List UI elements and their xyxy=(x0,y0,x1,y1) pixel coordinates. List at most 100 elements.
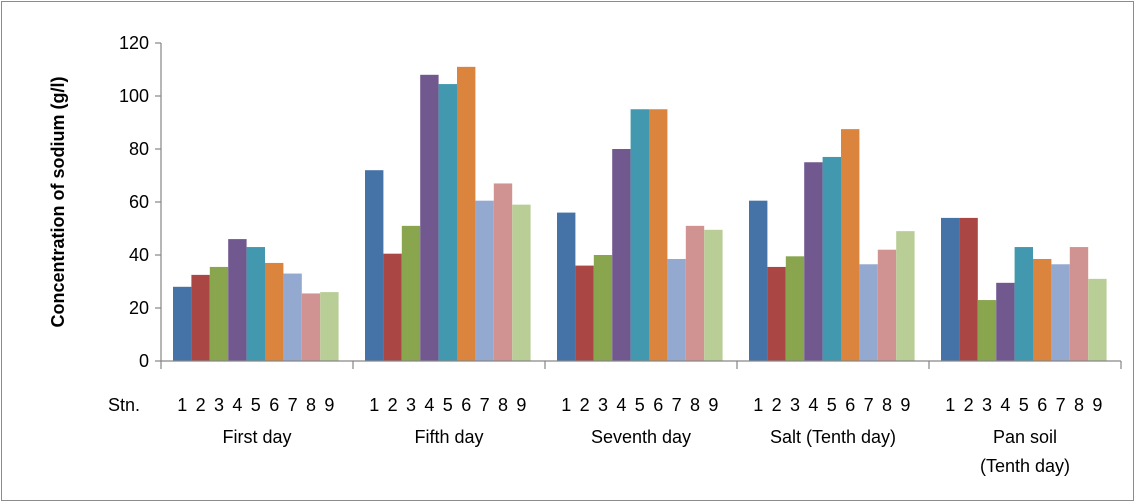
bar-2-stn-9 xyxy=(512,204,531,361)
bar-2-stn-3 xyxy=(401,225,421,361)
bar-1-stn-6 xyxy=(265,262,284,361)
station-tick-label: 8 xyxy=(882,395,892,415)
bar-3-stn-9 xyxy=(704,229,723,361)
station-tick-label: 3 xyxy=(214,395,224,415)
station-tick-label: 5 xyxy=(443,395,453,415)
bar-3-stn-6 xyxy=(649,109,668,361)
bar-2-stn-7 xyxy=(475,200,494,361)
station-tick-label: 2 xyxy=(196,395,206,415)
station-tick-label: 3 xyxy=(790,395,800,415)
station-tick-label: 5 xyxy=(827,395,837,415)
station-tick-label: 5 xyxy=(251,395,261,415)
station-tick-label: 3 xyxy=(982,395,992,415)
bar-4-stn-1 xyxy=(749,200,768,361)
bar-3-stn-8 xyxy=(685,225,705,361)
group-label: Pan soil xyxy=(993,427,1057,447)
bar-5-stn-3 xyxy=(977,300,997,361)
bar-5-stn-4 xyxy=(996,282,1015,361)
station-tick-label: 6 xyxy=(653,395,663,415)
station-tick-label: 1 xyxy=(945,395,955,415)
station-tick-label: 3 xyxy=(598,395,608,415)
bar-3-stn-7 xyxy=(667,258,686,361)
bar-3-stn-4 xyxy=(612,149,631,361)
station-tick-label: 6 xyxy=(269,395,279,415)
bar-4-stn-9 xyxy=(896,231,915,361)
bar-1-stn-7 xyxy=(283,273,302,361)
bar-3-stn-5 xyxy=(630,109,649,361)
station-tick-label: 9 xyxy=(516,395,526,415)
station-tick-label: 1 xyxy=(753,395,763,415)
bar-4-stn-5 xyxy=(822,156,841,361)
bar-2-stn-4 xyxy=(420,74,439,362)
station-tick-label: 3 xyxy=(406,395,416,415)
station-tick-label: 5 xyxy=(1019,395,1029,415)
station-tick-label: 4 xyxy=(1000,395,1010,415)
station-tick-label: 2 xyxy=(772,395,782,415)
station-tick-label: 1 xyxy=(177,395,187,415)
bar-3-stn-2 xyxy=(575,265,594,361)
bar-1-stn-8 xyxy=(301,293,321,361)
bar-3-stn-1 xyxy=(557,212,576,361)
station-tick-label: 8 xyxy=(306,395,316,415)
station-tick-label: 8 xyxy=(1074,395,1084,415)
station-tick-label: 2 xyxy=(388,395,398,415)
bar-4-stn-4 xyxy=(804,162,823,361)
y-axis-title: Concentration of sodium (g/l) xyxy=(48,77,68,328)
bar-1-stn-3 xyxy=(209,266,229,361)
bar-5-stn-5 xyxy=(1014,247,1033,361)
group-label: (Tenth day) xyxy=(980,456,1070,476)
station-tick-label: 9 xyxy=(324,395,334,415)
bar-4-stn-6 xyxy=(841,129,860,362)
station-tick-label: 7 xyxy=(672,395,682,415)
bar-5-stn-8 xyxy=(1069,247,1089,361)
station-tick-label: 7 xyxy=(288,395,298,415)
group-label: Fifth day xyxy=(414,427,483,447)
bar-5-stn-9 xyxy=(1088,278,1107,361)
bar-1-stn-4 xyxy=(228,239,247,361)
station-tick-label: 8 xyxy=(690,395,700,415)
station-tick-label: 9 xyxy=(708,395,718,415)
group-label: Salt (Tenth day) xyxy=(770,427,896,447)
station-tick-label: 9 xyxy=(900,395,910,415)
bar-5-stn-7 xyxy=(1051,264,1070,361)
bar-1-stn-9 xyxy=(320,292,339,361)
bar-3-stn-3 xyxy=(593,255,613,361)
bar-5-stn-6 xyxy=(1033,258,1052,361)
y-tick-label: 60 xyxy=(129,192,149,212)
bar-5-stn-1 xyxy=(941,217,960,361)
bar-2-stn-6 xyxy=(457,66,476,361)
station-tick-label: 7 xyxy=(480,395,490,415)
station-tick-label: 1 xyxy=(369,395,379,415)
station-tick-label: 6 xyxy=(1037,395,1047,415)
station-tick-label: 2 xyxy=(964,395,974,415)
station-prefix-label: Stn. xyxy=(108,395,140,415)
axes-layer xyxy=(155,42,1122,369)
bars-layer xyxy=(173,66,1107,362)
bar-2-stn-8 xyxy=(493,183,513,361)
y-tick-label: 0 xyxy=(139,351,149,371)
bar-4-stn-8 xyxy=(877,249,897,361)
station-tick-label: 4 xyxy=(232,395,242,415)
group-label: Seventh day xyxy=(591,427,691,447)
bar-4-stn-7 xyxy=(859,264,878,361)
station-tick-label: 5 xyxy=(635,395,645,415)
station-tick-label: 8 xyxy=(498,395,508,415)
y-tick-label: 120 xyxy=(119,33,149,53)
bar-1-stn-5 xyxy=(246,247,265,361)
station-tick-label: 6 xyxy=(461,395,471,415)
y-tick-label: 40 xyxy=(129,245,149,265)
bar-1-stn-1 xyxy=(173,286,192,361)
bar-1-stn-2 xyxy=(191,274,210,362)
bar-2-stn-2 xyxy=(383,253,402,361)
bar-2-stn-1 xyxy=(365,170,384,361)
y-tick-label: 80 xyxy=(129,139,149,159)
station-tick-label: 4 xyxy=(808,395,818,415)
station-tick-label: 4 xyxy=(424,395,434,415)
station-tick-label: 7 xyxy=(864,395,874,415)
station-tick-label: 9 xyxy=(1092,395,1102,415)
bar-5-stn-2 xyxy=(959,217,978,361)
bar-4-stn-2 xyxy=(767,266,786,361)
y-tick-label: 20 xyxy=(129,298,149,318)
station-tick-label: 7 xyxy=(1056,395,1066,415)
